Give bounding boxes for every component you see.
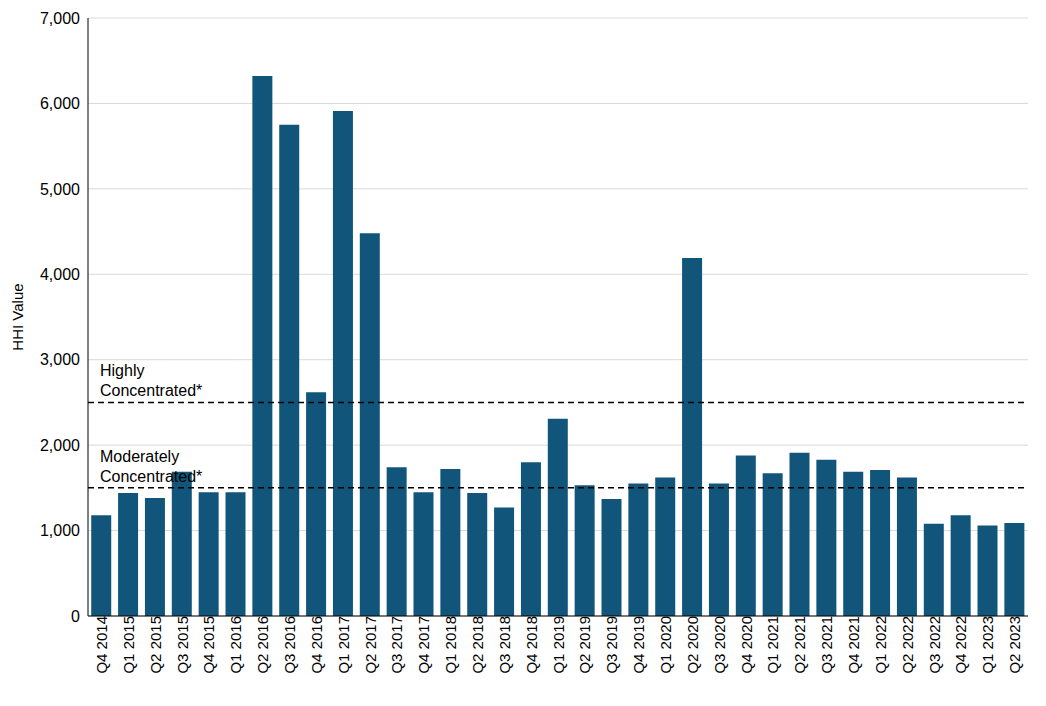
svg-text:Q3 2015: Q3 2015 <box>174 616 191 674</box>
svg-text:Q1 2017: Q1 2017 <box>335 616 352 674</box>
svg-text:Q4 2019: Q4 2019 <box>630 616 647 674</box>
svg-text:Q4 2016: Q4 2016 <box>308 616 325 674</box>
svg-text:Q4 2020: Q4 2020 <box>738 616 755 674</box>
svg-text:Q2 2016: Q2 2016 <box>254 616 271 674</box>
svg-text:HighlyConcentrated*: HighlyConcentrated* <box>100 362 202 399</box>
svg-text:Q2 2022: Q2 2022 <box>899 616 916 674</box>
svg-text:Q1 2015: Q1 2015 <box>120 616 137 674</box>
svg-text:6,000: 6,000 <box>40 95 80 112</box>
svg-text:Q3 2016: Q3 2016 <box>281 616 298 674</box>
svg-text:Q4 2022: Q4 2022 <box>953 616 970 674</box>
svg-text:Q3 2022: Q3 2022 <box>926 616 943 674</box>
svg-text:5,000: 5,000 <box>40 181 80 198</box>
svg-text:HHI Value: HHI Value <box>9 283 26 350</box>
svg-text:Q2 2018: Q2 2018 <box>469 616 486 674</box>
svg-text:Q1 2016: Q1 2016 <box>227 616 244 674</box>
svg-text:Q4 2015: Q4 2015 <box>201 616 218 674</box>
svg-text:Q2 2020: Q2 2020 <box>684 616 701 674</box>
svg-text:Q3 2018: Q3 2018 <box>496 616 513 674</box>
svg-text:Q1 2022: Q1 2022 <box>872 616 889 674</box>
svg-text:Q1 2018: Q1 2018 <box>442 616 459 674</box>
svg-text:Q4 2014: Q4 2014 <box>93 616 110 674</box>
svg-text:1,000: 1,000 <box>40 522 80 539</box>
svg-text:3,000: 3,000 <box>40 351 80 368</box>
svg-text:Q1 2021: Q1 2021 <box>765 616 782 674</box>
svg-text:Q2 2023: Q2 2023 <box>1006 616 1023 674</box>
svg-text:0: 0 <box>71 608 80 625</box>
svg-text:Q1 2019: Q1 2019 <box>550 616 567 674</box>
svg-text:Q4 2018: Q4 2018 <box>523 616 540 674</box>
svg-text:Q3 2021: Q3 2021 <box>818 616 835 674</box>
svg-text:Q3 2019: Q3 2019 <box>603 616 620 674</box>
svg-text:Q2 2015: Q2 2015 <box>147 616 164 674</box>
svg-text:Q2 2017: Q2 2017 <box>362 616 379 674</box>
svg-text:Q3 2020: Q3 2020 <box>711 616 728 674</box>
svg-text:Q4 2021: Q4 2021 <box>845 616 862 674</box>
svg-text:Q3 2017: Q3 2017 <box>389 616 406 674</box>
svg-text:Q2 2019: Q2 2019 <box>577 616 594 674</box>
svg-text:ModeratelyConcentrated*: ModeratelyConcentrated* <box>100 448 202 485</box>
svg-text:Q1 2020: Q1 2020 <box>657 616 674 674</box>
svg-text:4,000: 4,000 <box>40 266 80 283</box>
svg-text:2,000: 2,000 <box>40 437 80 454</box>
svg-text:Q2 2021: Q2 2021 <box>791 616 808 674</box>
svg-text:Q1 2023: Q1 2023 <box>979 616 996 674</box>
svg-text:7,000: 7,000 <box>40 10 80 27</box>
svg-text:Q4 2017: Q4 2017 <box>415 616 432 674</box>
